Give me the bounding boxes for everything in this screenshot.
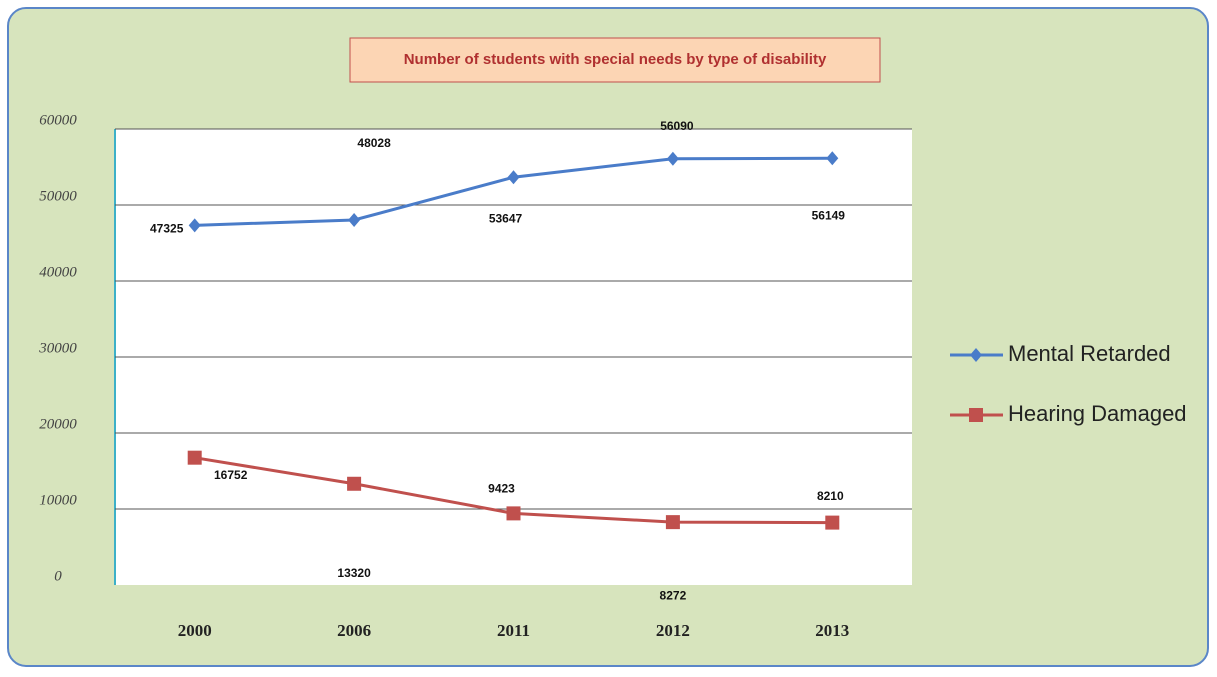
point-marker [507,170,520,185]
data-label: 9423 [488,482,515,496]
data-label: 8210 [817,489,844,503]
x-tick-label: 2012 [656,621,690,640]
point-marker [665,515,680,530]
data-label: 47325 [150,222,184,236]
x-tick-label: 2006 [337,621,371,640]
point-marker [825,515,840,530]
data-label: 53647 [489,211,523,225]
legend-label: Mental Retarded [1008,341,1171,366]
y-tick-label: 30000 [38,340,77,356]
point-marker [347,476,362,491]
legend-marker [970,348,982,362]
point-marker [188,218,201,233]
legend-marker [969,408,983,422]
chart-title: Number of students with special needs by… [404,51,827,68]
x-tick-label: 2013 [815,621,849,640]
title-box [349,37,881,83]
data-label: 56090 [660,119,694,133]
point-marker [506,506,521,521]
point-marker [826,151,839,166]
y-tick-label: 50000 [39,188,77,204]
point-marker [187,450,202,465]
y-tick-label: 0 [54,568,62,584]
data-label: 16752 [214,468,248,482]
legend-label: Hearing Damaged [1008,401,1187,426]
y-tick-label: 60000 [39,112,77,128]
data-label: 13320 [337,566,371,580]
data-label: 48028 [357,136,391,150]
data-label: 56149 [812,208,846,222]
data-label: 8272 [660,588,687,602]
point-marker [666,151,679,166]
y-tick-label: 20000 [39,416,77,432]
y-tick-label: 10000 [39,492,77,508]
x-tick-label: 2000 [178,621,212,640]
point-marker [348,212,361,227]
x-tick-label: 2011 [497,621,530,640]
y-tick-label: 40000 [39,264,77,280]
